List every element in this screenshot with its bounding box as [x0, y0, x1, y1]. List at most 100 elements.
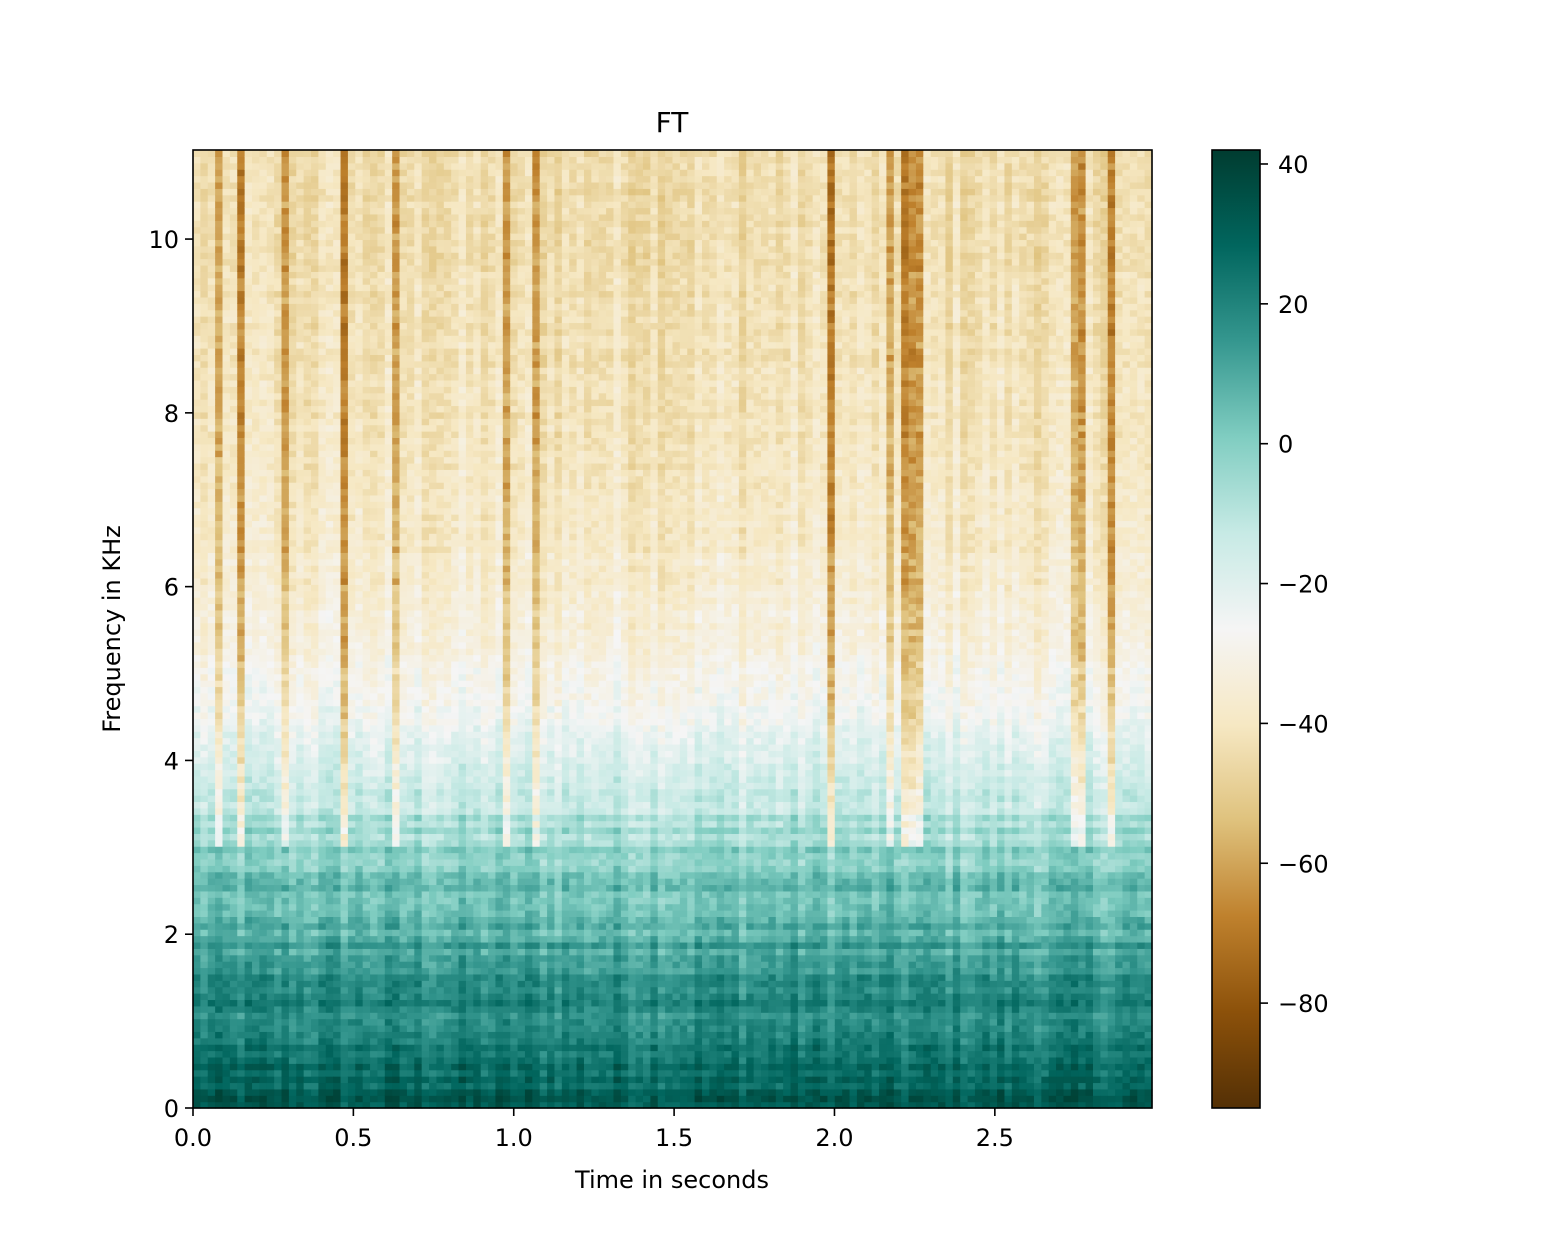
heatmap-cell	[414, 291, 422, 298]
heatmap-cell	[422, 386, 430, 393]
heatmap-cell	[333, 801, 341, 808]
heatmap-cell	[377, 457, 385, 464]
heatmap-cell	[193, 495, 201, 502]
heatmap-cell	[370, 814, 378, 821]
heatmap-cell	[333, 923, 341, 930]
heatmap-cell	[259, 303, 267, 310]
heatmap-cell	[414, 278, 422, 285]
heatmap-cell	[318, 552, 326, 559]
heatmap-cell	[370, 431, 378, 438]
heatmap-cell	[215, 610, 223, 617]
heatmap-cell	[363, 418, 371, 425]
heatmap-cell	[385, 1038, 393, 1045]
heatmap-cell	[274, 578, 282, 585]
heatmap-cell	[267, 425, 275, 432]
heatmap-cell	[326, 884, 334, 891]
heatmap-column	[215, 150, 223, 1109]
heatmap-cell	[289, 821, 297, 828]
heatmap-cell	[370, 757, 378, 764]
heatmap-cell	[436, 1076, 444, 1083]
heatmap-cell	[392, 431, 400, 438]
heatmap-cell	[392, 948, 400, 955]
heatmap-cell	[318, 642, 326, 649]
heatmap-cell	[363, 897, 371, 904]
heatmap-cell	[245, 405, 253, 412]
heatmap-cell	[318, 674, 326, 681]
heatmap-cell	[326, 731, 334, 738]
heatmap-cell	[363, 693, 371, 700]
heatmap-cell	[208, 712, 216, 719]
heatmap-cell	[392, 322, 400, 329]
heatmap-cell	[392, 437, 400, 444]
heatmap-cell	[392, 961, 400, 968]
heatmap-cell	[267, 259, 275, 266]
heatmap-cell	[208, 961, 216, 968]
heatmap-cell	[193, 150, 201, 157]
heatmap-cell	[326, 469, 334, 476]
heatmap-cell	[422, 495, 430, 502]
heatmap-cell	[311, 833, 319, 840]
heatmap-cell	[230, 597, 238, 604]
heatmap-cell	[422, 655, 430, 662]
heatmap-cell	[333, 546, 341, 553]
heatmap-cell	[318, 1076, 326, 1083]
heatmap-cell	[326, 712, 334, 719]
heatmap-cell	[355, 782, 363, 789]
heatmap-cell	[407, 821, 415, 828]
heatmap-cell	[341, 718, 349, 725]
heatmap-cell	[245, 648, 253, 655]
heatmap-cell	[289, 239, 297, 246]
heatmap-cell	[363, 176, 371, 183]
heatmap-cell	[245, 291, 253, 298]
heatmap-cell	[245, 303, 253, 310]
heatmap-cell	[304, 821, 312, 828]
heatmap-cell	[385, 495, 393, 502]
heatmap-cell	[429, 814, 437, 821]
heatmap-cell	[223, 591, 231, 598]
heatmap-cell	[304, 955, 312, 962]
heatmap-cell	[407, 667, 415, 674]
heatmap-cell	[385, 1076, 393, 1083]
heatmap-cell	[304, 195, 312, 202]
heatmap-cell	[326, 393, 334, 400]
heatmap-cell	[363, 674, 371, 681]
heatmap-cell	[237, 821, 245, 828]
heatmap-cell	[414, 418, 422, 425]
heatmap-cell	[245, 865, 253, 872]
heatmap-cell	[348, 508, 356, 515]
heatmap-cell	[289, 176, 297, 183]
heatmap-cell	[422, 1019, 430, 1026]
heatmap-cell	[259, 993, 267, 1000]
heatmap-cell	[400, 872, 408, 879]
heatmap-cell	[223, 405, 231, 412]
heatmap-cell	[414, 865, 422, 872]
heatmap-cell	[429, 865, 437, 872]
heatmap-cell	[326, 980, 334, 987]
heatmap-cell	[348, 833, 356, 840]
heatmap-cell	[414, 1031, 422, 1038]
heatmap-cell	[237, 482, 245, 489]
heatmap-cell	[422, 425, 430, 432]
heatmap-cell	[385, 859, 393, 866]
heatmap-cell	[252, 999, 260, 1006]
heatmap-cell	[252, 584, 260, 591]
heatmap-cell	[326, 821, 334, 828]
heatmap-cell	[304, 1012, 312, 1019]
heatmap-cell	[296, 354, 304, 361]
heatmap-cell	[363, 546, 371, 553]
heatmap-cell	[215, 1019, 223, 1026]
heatmap-cell	[252, 214, 260, 221]
heatmap-cell	[333, 156, 341, 163]
heatmap-cell	[282, 150, 290, 157]
heatmap-cell	[230, 1038, 238, 1045]
heatmap-cell	[237, 686, 245, 693]
heatmap-cell	[348, 565, 356, 572]
heatmap-column	[326, 150, 334, 1109]
heatmap-cell	[274, 597, 282, 604]
heatmap-cell	[193, 176, 201, 183]
heatmap-cell	[370, 872, 378, 879]
heatmap-cell	[414, 610, 422, 617]
heatmap-cell	[385, 233, 393, 240]
heatmap-cell	[259, 425, 267, 432]
heatmap-cell	[400, 495, 408, 502]
